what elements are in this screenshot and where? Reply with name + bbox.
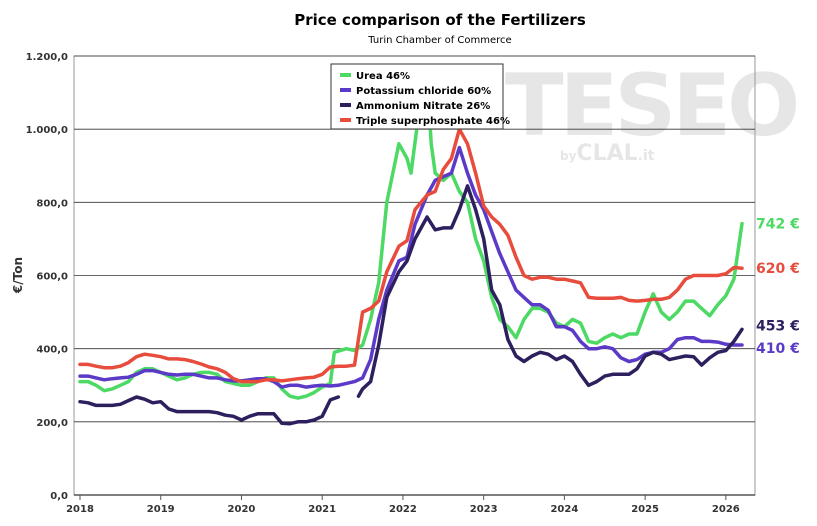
- end-value-label: 742 €: [756, 217, 800, 233]
- y-tick-label: 1.200,0: [26, 52, 68, 63]
- series-lines: [78, 72, 744, 426]
- y-tick-label: 400,0: [36, 345, 68, 356]
- x-tick-label: 2020: [228, 504, 256, 515]
- legend-box: [330, 63, 504, 130]
- series-line-3: [78, 127, 744, 384]
- series-line-1: [78, 145, 744, 389]
- x-tick-label: 2025: [631, 504, 659, 515]
- y-tick-label: 800,0: [36, 198, 68, 209]
- watermark-sub: byCLAL.it: [560, 141, 655, 166]
- x-tick-label: 2026: [712, 504, 740, 515]
- x-tick-label: 2018: [66, 504, 94, 515]
- series-line-2: [78, 184, 744, 426]
- watermark-tld: .it: [638, 148, 655, 164]
- watermark-by: by: [560, 149, 577, 163]
- watermark-main: TESEO: [505, 56, 796, 156]
- y-axis-label: €/Ton: [11, 257, 25, 294]
- y-tick-label: 1.000,0: [26, 125, 68, 136]
- y-tick-label: 0,0: [50, 491, 68, 502]
- chart-title: Price comparison of the Fertilizers: [294, 11, 586, 29]
- end-value-label: 620 €: [756, 261, 800, 277]
- x-tick-label: 2019: [147, 504, 175, 515]
- watermark-brand: CLAL: [576, 141, 637, 166]
- watermark-logo: TESEO byCLAL.it: [505, 56, 800, 166]
- legend-label: Triple superphosphate 46%: [356, 116, 510, 127]
- axes: 0,0 200,0 400,0 600,0 800,0 1.000,0 1.200,0 201…: [26, 52, 740, 515]
- x-tick-label: 2023: [470, 504, 498, 515]
- legend: Urea 46% Potassium chloride 60% Ammonium N…: [330, 63, 510, 130]
- legend-label: Urea 46%: [356, 71, 410, 82]
- end-labels: 742 € 410 € 453 € 620 €: [756, 217, 800, 357]
- chart-subtitle: Turin Chamber of Commerce: [367, 35, 511, 46]
- legend-label: Ammonium Nitrate 26%: [356, 101, 490, 112]
- x-tick-label: 2021: [308, 504, 336, 515]
- legend-label: Potassium chloride 60%: [356, 86, 491, 97]
- x-tick-label: 2024: [550, 504, 578, 515]
- end-value-label: 453 €: [756, 318, 800, 334]
- y-tick-label: 200,0: [36, 418, 68, 429]
- y-tick-label: 600,0: [36, 272, 68, 283]
- x-tick-label: 2022: [389, 504, 417, 515]
- end-value-label: 410 €: [756, 341, 800, 357]
